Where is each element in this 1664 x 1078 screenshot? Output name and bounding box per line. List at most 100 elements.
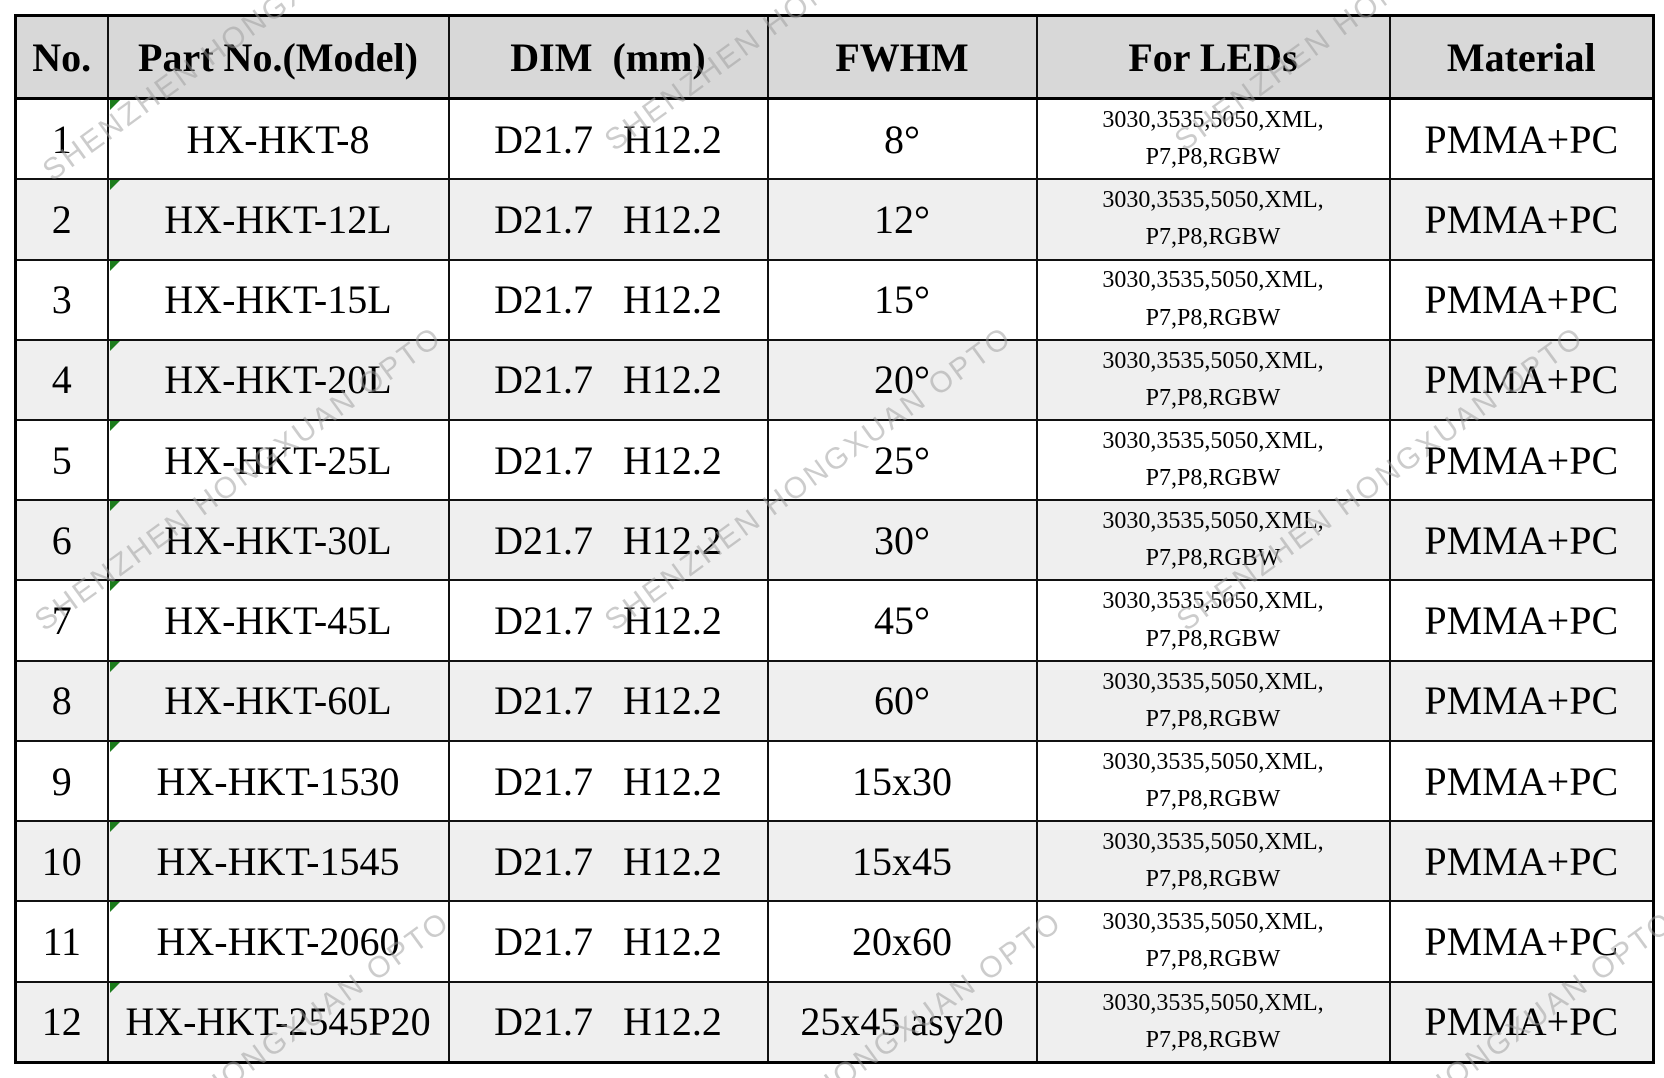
cell-for-leds: 3030,3535,5050,XML, P7,P8,RGBW	[1035, 820, 1391, 903]
cell-for-leds: 3030,3535,5050,XML, P7,P8,RGBW	[1035, 97, 1391, 181]
for-leds-line1: 3030,3535,5050,XML,	[1102, 347, 1324, 374]
part-no-text: HX-HKT-60L	[164, 678, 392, 724]
cell-no: 9	[14, 739, 109, 823]
cell-no: 11	[14, 900, 109, 983]
spec-table: No. Part No.(Model) DIM (mm) FWHM For LE…	[14, 14, 1655, 1064]
for-leds-line2: P7,P8,RGBW	[1145, 705, 1281, 732]
for-leds-line2: P7,P8,RGBW	[1145, 545, 1281, 572]
cell-corner-flag-icon	[109, 421, 120, 431]
for-leds-line1: 3030,3535,5050,XML,	[1102, 989, 1324, 1016]
part-no-text: HX-HKT-2545P20	[125, 999, 431, 1045]
cell-for-leds: 3030,3535,5050,XML, P7,P8,RGBW	[1035, 739, 1391, 823]
cell-no: 5	[14, 418, 109, 502]
cell-for-leds: 3030,3535,5050,XML, P7,P8,RGBW	[1035, 178, 1391, 261]
cell-corner-flag-icon	[109, 261, 120, 271]
cell-dim: D21.7 H12.2	[447, 97, 769, 181]
cell-corner-flag-icon	[109, 181, 120, 191]
for-leds-line2: P7,P8,RGBW	[1145, 1026, 1281, 1053]
cell-dim: D21.7 H12.2	[447, 499, 769, 582]
part-no-text: HX-HKT-30L	[164, 517, 392, 563]
cell-material: PMMA+PC	[1388, 739, 1655, 823]
for-leds-line2: P7,P8,RGBW	[1145, 786, 1281, 813]
cell-material: PMMA+PC	[1388, 258, 1655, 341]
cell-no: 6	[14, 499, 109, 582]
table-row: 7 HX-HKT-45L D21.7 H12.2 45° 3030,3535,5050,…	[14, 579, 1655, 662]
cell-corner-flag-icon	[109, 502, 120, 512]
for-leds-line1: 3030,3535,5050,XML,	[1102, 508, 1324, 535]
column-header-for-leds: For LEDs	[1035, 14, 1391, 100]
for-leds-line2: P7,P8,RGBW	[1145, 224, 1281, 251]
cell-part-no: HX-HKT-2545P20	[106, 980, 450, 1064]
for-leds-line2: P7,P8,RGBW	[1145, 384, 1281, 411]
table-row: 1 HX-HKT-8 D21.7 H12.2 8° 3030,3535,5050,XML…	[14, 97, 1655, 181]
column-header-dim: DIM (mm)	[447, 14, 769, 100]
cell-part-no: HX-HKT-60L	[106, 659, 450, 742]
cell-no: 3	[14, 258, 109, 341]
cell-fwhm: 20°	[766, 338, 1038, 421]
cell-material: PMMA+PC	[1388, 820, 1655, 903]
cell-fwhm: 15x30	[766, 739, 1038, 823]
table-row: 6 HX-HKT-30L D21.7 H12.2 30° 3030,3535,5050,…	[14, 499, 1655, 582]
cell-fwhm: 8°	[766, 97, 1038, 181]
cell-corner-flag-icon	[109, 742, 120, 752]
cell-fwhm: 25x45 asy20	[766, 980, 1038, 1064]
part-no-text: HX-HKT-1530	[156, 758, 400, 804]
cell-no: 10	[14, 820, 109, 903]
part-no-text: HX-HKT-1545	[156, 838, 400, 884]
cell-fwhm: 15°	[766, 258, 1038, 341]
for-leds-line1: 3030,3535,5050,XML,	[1102, 267, 1324, 294]
cell-dim: D21.7 H12.2	[447, 178, 769, 261]
table-row: 3 HX-HKT-15L D21.7 H12.2 15° 3030,3535,5050,…	[14, 258, 1655, 341]
cell-part-no: HX-HKT-45L	[106, 579, 450, 662]
for-leds-line1: 3030,3535,5050,XML,	[1102, 106, 1324, 133]
cell-part-no: HX-HKT-25L	[106, 418, 450, 502]
cell-fwhm: 15x45	[766, 820, 1038, 903]
cell-corner-flag-icon	[109, 983, 120, 993]
cell-dim: D21.7 H12.2	[447, 820, 769, 903]
column-header-no: No.	[14, 14, 109, 100]
table-row: 11 HX-HKT-2060 D21.7 H12.2 20x60 3030,3535,5…	[14, 900, 1655, 983]
cell-material: PMMA+PC	[1388, 980, 1655, 1064]
cell-fwhm: 25°	[766, 418, 1038, 502]
cell-part-no: HX-HKT-15L	[106, 258, 450, 341]
cell-material: PMMA+PC	[1388, 97, 1655, 181]
for-leds-line1: 3030,3535,5050,XML,	[1102, 588, 1324, 615]
part-no-text: HX-HKT-8	[186, 116, 370, 162]
part-no-text: HX-HKT-25L	[164, 437, 392, 483]
cell-part-no: HX-HKT-30L	[106, 499, 450, 582]
part-no-text: HX-HKT-2060	[156, 918, 400, 964]
cell-no: 2	[14, 178, 109, 261]
column-header-part-no: Part No.(Model)	[106, 14, 450, 100]
for-leds-line1: 3030,3535,5050,XML,	[1102, 748, 1324, 775]
cell-material: PMMA+PC	[1388, 900, 1655, 983]
table-row: 5 HX-HKT-25L D21.7 H12.2 25° 3030,3535,5050,…	[14, 418, 1655, 502]
column-header-material: Material	[1388, 14, 1655, 100]
part-no-text: HX-HKT-45L	[164, 598, 392, 644]
table-row: 8 HX-HKT-60L D21.7 H12.2 60° 3030,3535,5050,…	[14, 659, 1655, 742]
cell-material: PMMA+PC	[1388, 178, 1655, 261]
cell-for-leds: 3030,3535,5050,XML, P7,P8,RGBW	[1035, 338, 1391, 421]
cell-part-no: HX-HKT-12L	[106, 178, 450, 261]
cell-material: PMMA+PC	[1388, 499, 1655, 582]
cell-for-leds: 3030,3535,5050,XML, P7,P8,RGBW	[1035, 980, 1391, 1064]
cell-no: 7	[14, 579, 109, 662]
for-leds-line1: 3030,3535,5050,XML,	[1102, 187, 1324, 214]
for-leds-line2: P7,P8,RGBW	[1145, 946, 1281, 973]
cell-material: PMMA+PC	[1388, 338, 1655, 421]
cell-corner-flag-icon	[109, 823, 120, 833]
cell-material: PMMA+PC	[1388, 659, 1655, 742]
for-leds-line1: 3030,3535,5050,XML,	[1102, 668, 1324, 695]
part-no-text: HX-HKT-12L	[164, 196, 392, 242]
cell-dim: D21.7 H12.2	[447, 579, 769, 662]
cell-for-leds: 3030,3535,5050,XML, P7,P8,RGBW	[1035, 900, 1391, 983]
cell-dim: D21.7 H12.2	[447, 980, 769, 1064]
cell-no: 8	[14, 659, 109, 742]
cell-for-leds: 3030,3535,5050,XML, P7,P8,RGBW	[1035, 659, 1391, 742]
table-row: 10 HX-HKT-1545 D21.7 H12.2 15x45 3030,3535,5…	[14, 820, 1655, 903]
cell-for-leds: 3030,3535,5050,XML, P7,P8,RGBW	[1035, 258, 1391, 341]
lens-spec-table: No. Part No.(Model) DIM (mm) FWHM For LE…	[14, 14, 1655, 1064]
for-leds-line2: P7,P8,RGBW	[1145, 304, 1281, 331]
cell-dim: D21.7 H12.2	[447, 659, 769, 742]
for-leds-line2: P7,P8,RGBW	[1145, 866, 1281, 893]
table-header: No. Part No.(Model) DIM (mm) FWHM For LE…	[14, 14, 1655, 100]
